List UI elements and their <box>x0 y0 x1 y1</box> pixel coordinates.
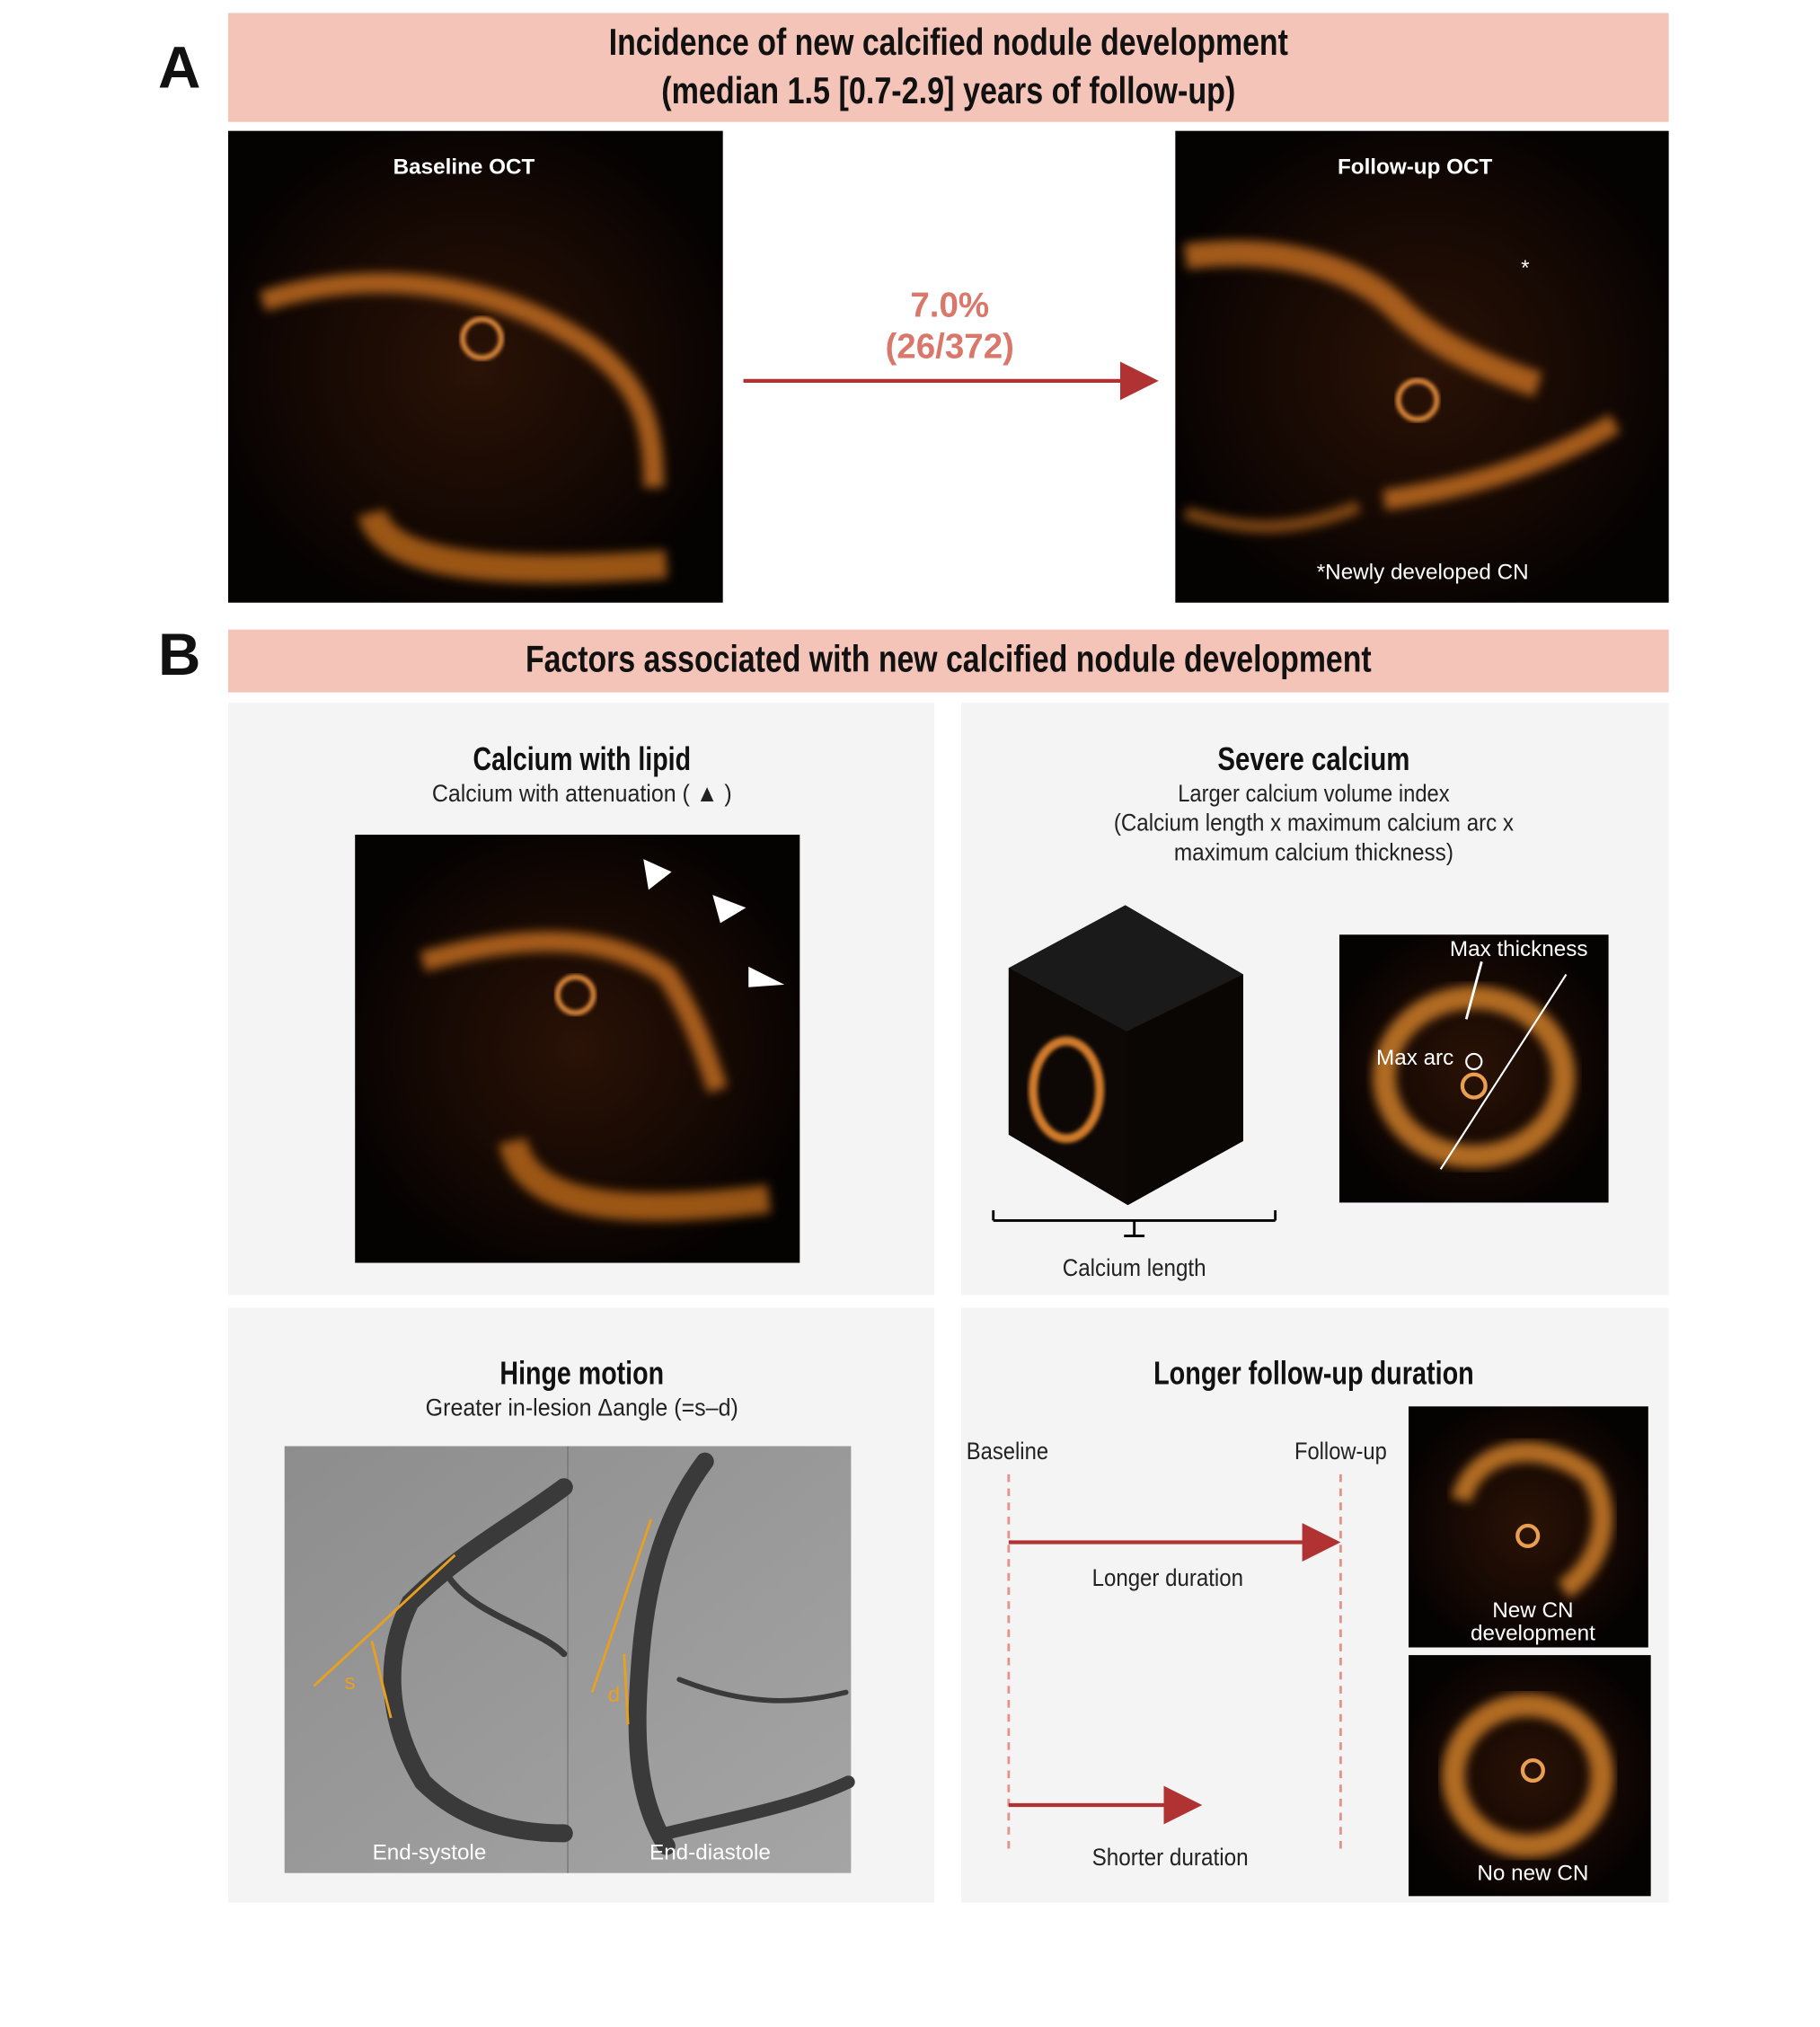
image-label: Baseline OCT <box>393 155 535 179</box>
header-band <box>227 13 1669 122</box>
path-shape <box>1383 414 1621 510</box>
cell-subtitle: Greater in-lesion Δangle (=s–d) <box>426 1393 738 1421</box>
label: Follow-up <box>1294 1437 1387 1465</box>
line-shape <box>313 1553 456 1687</box>
ellipse-shape <box>1373 986 1576 1168</box>
ellipse-shape <box>1442 1693 1614 1858</box>
path-shape <box>1008 905 1243 1032</box>
image-label: End-systole <box>373 1841 487 1865</box>
label: Longer duration <box>1092 1563 1243 1591</box>
cell-title: Severe calcium <box>1217 741 1409 777</box>
g-shape <box>313 1518 653 1725</box>
angle-label: s <box>344 1670 355 1695</box>
rect-shape <box>227 130 723 603</box>
asterisk: * <box>1521 256 1530 280</box>
angiogram: s d End-systole End-diastole <box>284 1446 855 1873</box>
path-shape <box>643 859 785 987</box>
image-label: Follow-up OCT <box>1338 155 1493 179</box>
oct-image: Max thickness Max arc <box>1338 934 1609 1203</box>
circle-shape <box>1395 378 1440 422</box>
oct-image: Follow-up OCT * *Newly developed CN <box>1175 130 1669 603</box>
circle-shape <box>1460 1072 1488 1100</box>
title: Factors associated with new calcified no… <box>526 638 1372 679</box>
circle-shape <box>554 974 596 1016</box>
cell-subtitle: maximum calcium thickness) <box>1174 838 1453 866</box>
image-label: development <box>1471 1622 1595 1646</box>
cell-subtitle: (Calcium length x maximum calcium arc x <box>1114 809 1515 836</box>
image-label: New CN <box>1492 1598 1573 1623</box>
stack-cube <box>992 905 1277 1237</box>
footnote: *Newly developed CN <box>1317 560 1529 584</box>
line-shape <box>1439 973 1568 1170</box>
line-shape <box>623 1653 630 1725</box>
line-shape <box>1464 960 1483 1020</box>
panel-label: A <box>158 34 200 100</box>
label: Shorter duration <box>1092 1843 1249 1871</box>
path-shape <box>1451 1441 1613 1598</box>
path-shape <box>1008 968 1128 1206</box>
label: Max thickness <box>1450 937 1588 961</box>
image-label: No new CN <box>1477 1861 1588 1885</box>
g-shape <box>1183 240 1621 534</box>
path-shape <box>358 508 668 583</box>
g-shape <box>420 931 772 1221</box>
path-shape <box>676 1677 849 1704</box>
oct-image: New CN development <box>1409 1406 1648 1648</box>
g-shape <box>383 1452 855 1855</box>
path-shape <box>628 1452 714 1855</box>
cell-title: Calcium with lipid <box>473 741 691 777</box>
label: Baseline <box>967 1437 1048 1465</box>
title: Incidence of new calcified nodule develo… <box>609 22 1288 63</box>
label: Max arc <box>1376 1046 1453 1070</box>
cell-subtitle: Calcium with attenuation ( ▲ ) <box>432 779 732 807</box>
oct-image <box>355 834 800 1263</box>
path-shape <box>659 1775 855 1840</box>
circle-shape <box>460 316 504 361</box>
angle-label: d <box>608 1683 621 1707</box>
path-shape <box>383 1478 573 1843</box>
line-shape <box>370 1641 393 1719</box>
title: (median 1.5 [0.7-2.9] years of follow-up… <box>661 70 1235 111</box>
path-shape <box>259 272 665 488</box>
ellipse-shape <box>1028 1036 1105 1144</box>
count: (26/372) <box>885 327 1013 366</box>
incidence: 7.0% <box>910 287 989 325</box>
oct-image: No new CN <box>1409 1655 1651 1897</box>
path-shape <box>1183 500 1362 534</box>
g-shape <box>259 272 668 583</box>
path-shape <box>445 1573 568 1658</box>
path-shape <box>499 1137 772 1221</box>
path-shape <box>420 931 728 1093</box>
panel-label: B <box>158 622 200 687</box>
cell-title: Longer follow-up duration <box>1153 1355 1474 1391</box>
cell-subtitle: Larger calcium volume index <box>1178 779 1450 807</box>
circle-shape <box>1520 1757 1545 1784</box>
circle-shape <box>1515 1523 1541 1548</box>
line-shape <box>590 1518 653 1693</box>
header-band <box>227 629 1669 693</box>
label: Calcium length <box>1063 1253 1206 1281</box>
image-label: End-diastole <box>649 1841 771 1865</box>
oct-image: Baseline OCT <box>227 130 723 603</box>
circle-shape <box>1465 1052 1483 1071</box>
cell-title: Hinge motion <box>499 1355 664 1391</box>
path-shape <box>1183 240 1542 397</box>
